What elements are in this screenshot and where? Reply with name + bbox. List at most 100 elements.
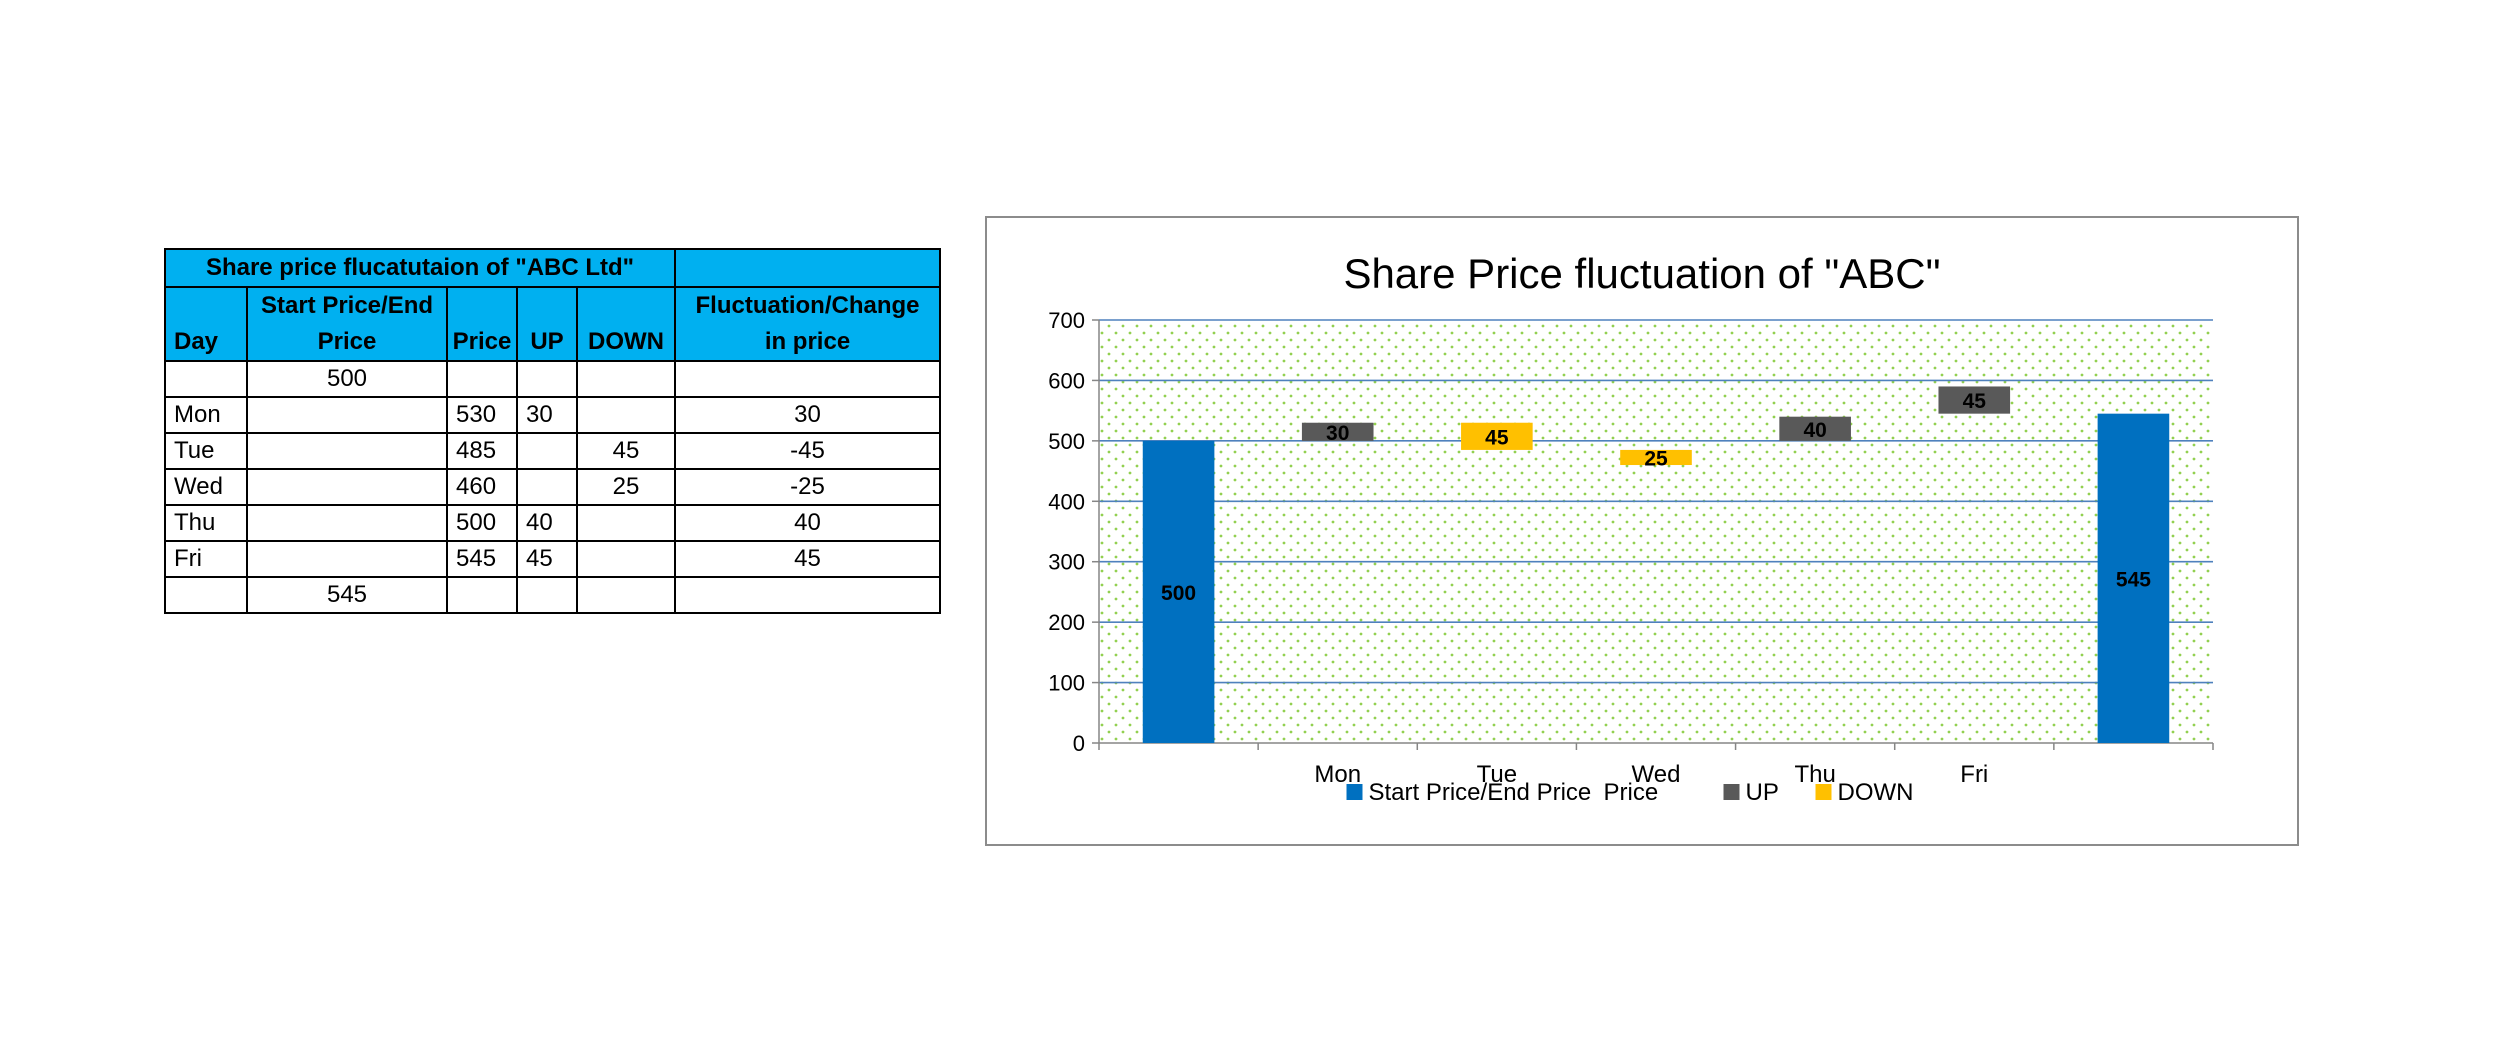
header-start-end-line2: Price bbox=[317, 328, 377, 355]
cell-up bbox=[516, 432, 578, 470]
header-up-label: UP bbox=[530, 328, 564, 355]
chart-canvas: Share Price fluctuation of "ABC" 0 100 200… bbox=[1048, 250, 2214, 806]
cell-fluctuation: 30 bbox=[674, 396, 941, 434]
cell-down bbox=[576, 540, 676, 578]
bar-down bbox=[1461, 422, 1533, 450]
bar-up bbox=[1301, 422, 1374, 441]
x-category-label: Tue bbox=[1477, 761, 1517, 788]
header-down-label: DOWN bbox=[588, 328, 664, 355]
table-row: Fri 545 45 45 bbox=[164, 540, 941, 578]
header-start-end: Start Price/End Price bbox=[246, 286, 448, 362]
y-tick-label: 700 bbox=[1048, 308, 1085, 333]
cell-start-end bbox=[246, 468, 448, 506]
y-tick-label: 0 bbox=[1073, 731, 1085, 756]
cell-fluctuation: -45 bbox=[674, 432, 941, 470]
header-day-label: Day bbox=[174, 328, 219, 355]
cell-up: 30 bbox=[516, 396, 578, 434]
cell-price: 500 bbox=[446, 504, 518, 542]
cell-day: Mon bbox=[164, 396, 248, 434]
legend-swatch bbox=[1723, 784, 1740, 800]
header-start-end-line1: Start Price/End bbox=[260, 292, 434, 319]
cell-price: 460 bbox=[446, 468, 518, 506]
data-label: 45 bbox=[1485, 426, 1509, 449]
legend-entry: DOWN bbox=[1838, 779, 1914, 806]
cell-price bbox=[446, 360, 518, 398]
table-row: 545 bbox=[164, 576, 941, 614]
y-tick-label: 200 bbox=[1048, 610, 1085, 635]
bar-up bbox=[1779, 416, 1851, 441]
header-price: Price bbox=[446, 286, 518, 362]
cell-down bbox=[576, 504, 676, 542]
header-fluctuation: Fluctuation/Change in price bbox=[674, 286, 941, 362]
axes: 0 100 200 300 400 500 600 700 Mon Tue Wed Thu Fri bbox=[1048, 308, 2214, 788]
table-title: Share price flucatutaion of "ABC Ltd" bbox=[164, 248, 676, 288]
cell-price bbox=[446, 576, 518, 614]
cell-fluctuation: 45 bbox=[674, 540, 941, 578]
data-label: 545 bbox=[2116, 568, 2151, 591]
cell-down bbox=[576, 576, 676, 614]
y-tick-label: 400 bbox=[1048, 489, 1085, 514]
gridlines bbox=[1099, 319, 2213, 684]
chart-title: Share Price fluctuation of "ABC" bbox=[1343, 250, 1940, 297]
header-fluctuation-line1: Fluctuation/Change bbox=[695, 292, 920, 319]
bar-down bbox=[1620, 449, 1692, 466]
header-fluctuation-line2: in price bbox=[764, 328, 851, 355]
table-row: Tue 485 45 -45 bbox=[164, 432, 941, 470]
table-row: Mon 530 30 30 bbox=[164, 396, 941, 434]
y-tick-label: 100 bbox=[1048, 671, 1085, 696]
table-title-blank-cell bbox=[674, 248, 941, 288]
table-row: 500 bbox=[164, 360, 941, 398]
legend-swatch bbox=[1815, 784, 1832, 800]
table-title-row: Share price flucatutaion of "ABC Ltd" bbox=[164, 248, 941, 288]
x-category-label: Mon bbox=[1314, 761, 1361, 788]
cell-day bbox=[164, 576, 248, 614]
cell-price: 545 bbox=[446, 540, 518, 578]
cell-fluctuation bbox=[674, 576, 941, 614]
cell-fluctuation bbox=[674, 360, 941, 398]
cell-day: Fri bbox=[164, 540, 248, 578]
cell-up bbox=[516, 576, 578, 614]
cell-start-end bbox=[246, 396, 448, 434]
cell-up bbox=[516, 468, 578, 506]
x-category-label: Thu bbox=[1794, 761, 1835, 788]
header-down: DOWN bbox=[576, 286, 676, 362]
cell-down bbox=[576, 360, 676, 398]
header-day: Day bbox=[164, 286, 248, 362]
cell-day: Tue bbox=[164, 432, 248, 470]
bars bbox=[1142, 386, 2170, 743]
y-tick-label: 300 bbox=[1048, 550, 1085, 575]
bar-start-price-end-price bbox=[2097, 413, 2170, 743]
data-labels: 500 545 30 40 45 45 25 bbox=[1161, 390, 2151, 605]
legend-entry: UP bbox=[1746, 779, 1779, 806]
header-price-label: Price bbox=[452, 328, 512, 355]
price-table: Share price flucatutaion of "ABC Ltd" Da… bbox=[164, 248, 941, 614]
plot-area bbox=[1099, 320, 2213, 743]
data-label: 40 bbox=[1803, 419, 1826, 442]
cell-day: Wed bbox=[164, 468, 248, 506]
bar-up bbox=[1938, 386, 2011, 414]
cell-fluctuation: 40 bbox=[674, 504, 941, 542]
bar-start-price-end-price bbox=[1142, 440, 1215, 743]
price-table-wrapper: Share price flucatutaion of "ABC Ltd" Da… bbox=[164, 248, 941, 614]
table-row: Thu 500 40 40 bbox=[164, 504, 941, 542]
legend-entry: Price bbox=[1604, 779, 1659, 806]
cell-up bbox=[516, 360, 578, 398]
cell-start-end: 500 bbox=[246, 360, 448, 398]
cell-down: 25 bbox=[576, 468, 676, 506]
y-tick-label: 600 bbox=[1048, 368, 1085, 393]
cell-day: Thu bbox=[164, 504, 248, 542]
data-label: 45 bbox=[1963, 390, 1987, 413]
legend-entry: Start Price/End Price bbox=[1369, 779, 1592, 806]
header-up: UP bbox=[516, 286, 578, 362]
legend-swatch bbox=[1346, 784, 1363, 800]
cell-start-end bbox=[246, 540, 448, 578]
cell-down bbox=[576, 396, 676, 434]
cell-start-end bbox=[246, 432, 448, 470]
cell-start-end bbox=[246, 504, 448, 542]
cell-down: 45 bbox=[576, 432, 676, 470]
table-row: Wed 460 25 -25 bbox=[164, 468, 941, 506]
data-label: 30 bbox=[1326, 422, 1349, 445]
cell-up: 45 bbox=[516, 540, 578, 578]
legend: Start Price/End Price Price UP DOWN bbox=[1346, 779, 1914, 806]
cell-day bbox=[164, 360, 248, 398]
